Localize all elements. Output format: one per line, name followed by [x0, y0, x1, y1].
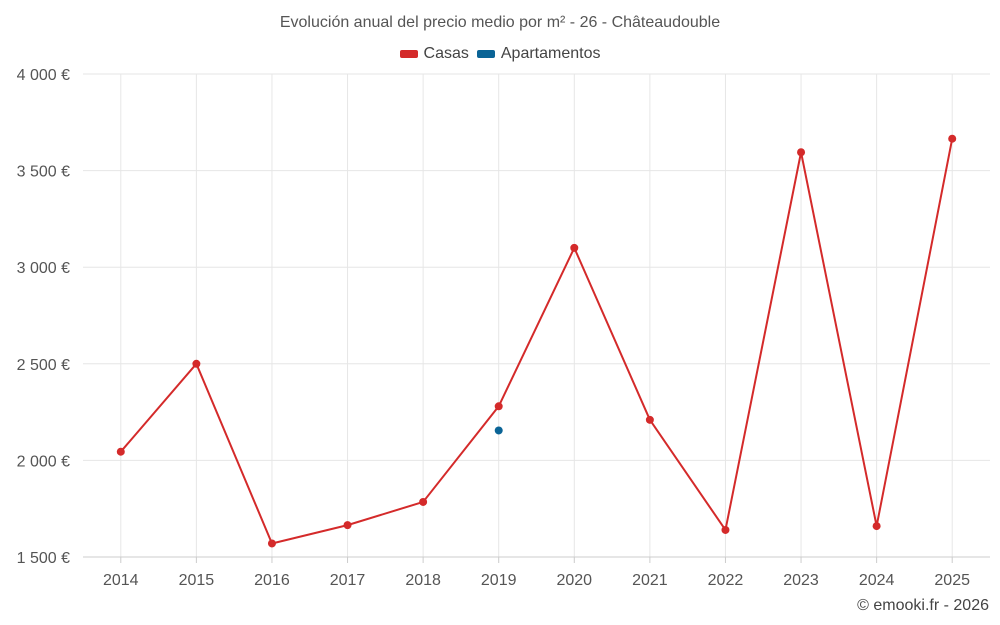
x-tick-label: 2016 — [254, 572, 290, 589]
y-tick-label: 4 000 € — [17, 67, 70, 84]
data-point-casas — [343, 521, 352, 530]
data-point-casas — [645, 415, 654, 424]
x-tick-label: 2024 — [859, 572, 895, 589]
y-tick-label: 3 000 € — [17, 260, 70, 277]
legend-swatch-casas — [399, 50, 418, 58]
data-point-casas — [267, 539, 276, 548]
y-tick-label: 2 500 € — [17, 357, 70, 374]
legend-item-casas[interactable]: Casas — [399, 45, 469, 63]
y-tick-label: 1 500 € — [17, 550, 70, 567]
x-tick-label: 2022 — [708, 572, 744, 589]
legend: Casas Apartamentos — [0, 45, 1000, 63]
x-tick-label: 2020 — [556, 572, 592, 589]
legend-label-apartamentos: Apartamentos — [500, 45, 601, 62]
x-tick-label: 2018 — [405, 572, 441, 589]
data-point-casas — [797, 148, 806, 157]
x-tick-label: 2015 — [179, 572, 215, 589]
x-tick-label: 2023 — [783, 572, 819, 589]
x-tick-label: 2014 — [103, 572, 139, 589]
series-line-casas — [120, 138, 954, 545]
x-tick-label: 2021 — [632, 572, 668, 589]
x-tick-label: 2019 — [481, 572, 517, 589]
x-tick-label: 2025 — [934, 572, 970, 589]
legend-label-casas: Casas — [423, 45, 469, 62]
y-tick-label: 3 500 € — [17, 164, 70, 181]
data-point-casas — [872, 522, 881, 531]
data-point-casas — [116, 447, 125, 456]
chart-title: Evolución anual del precio medio por m² … — [279, 14, 721, 31]
legend-swatch-apartamentos — [476, 50, 495, 58]
x-tick-label: 2017 — [330, 572, 366, 589]
data-point-casas — [192, 359, 201, 368]
legend-item-apartamentos[interactable]: Apartamentos — [476, 45, 601, 63]
y-tick-label: 2 000 € — [17, 453, 70, 470]
copyright-footer: © emooki.fr - 2026 — [857, 597, 989, 614]
data-point-casas — [494, 402, 503, 411]
data-point-casas — [721, 525, 730, 534]
data-point-casas — [948, 134, 957, 143]
data-point-casas — [570, 243, 579, 252]
data-point-apartamentos — [494, 426, 503, 435]
data-point-casas — [419, 497, 428, 506]
